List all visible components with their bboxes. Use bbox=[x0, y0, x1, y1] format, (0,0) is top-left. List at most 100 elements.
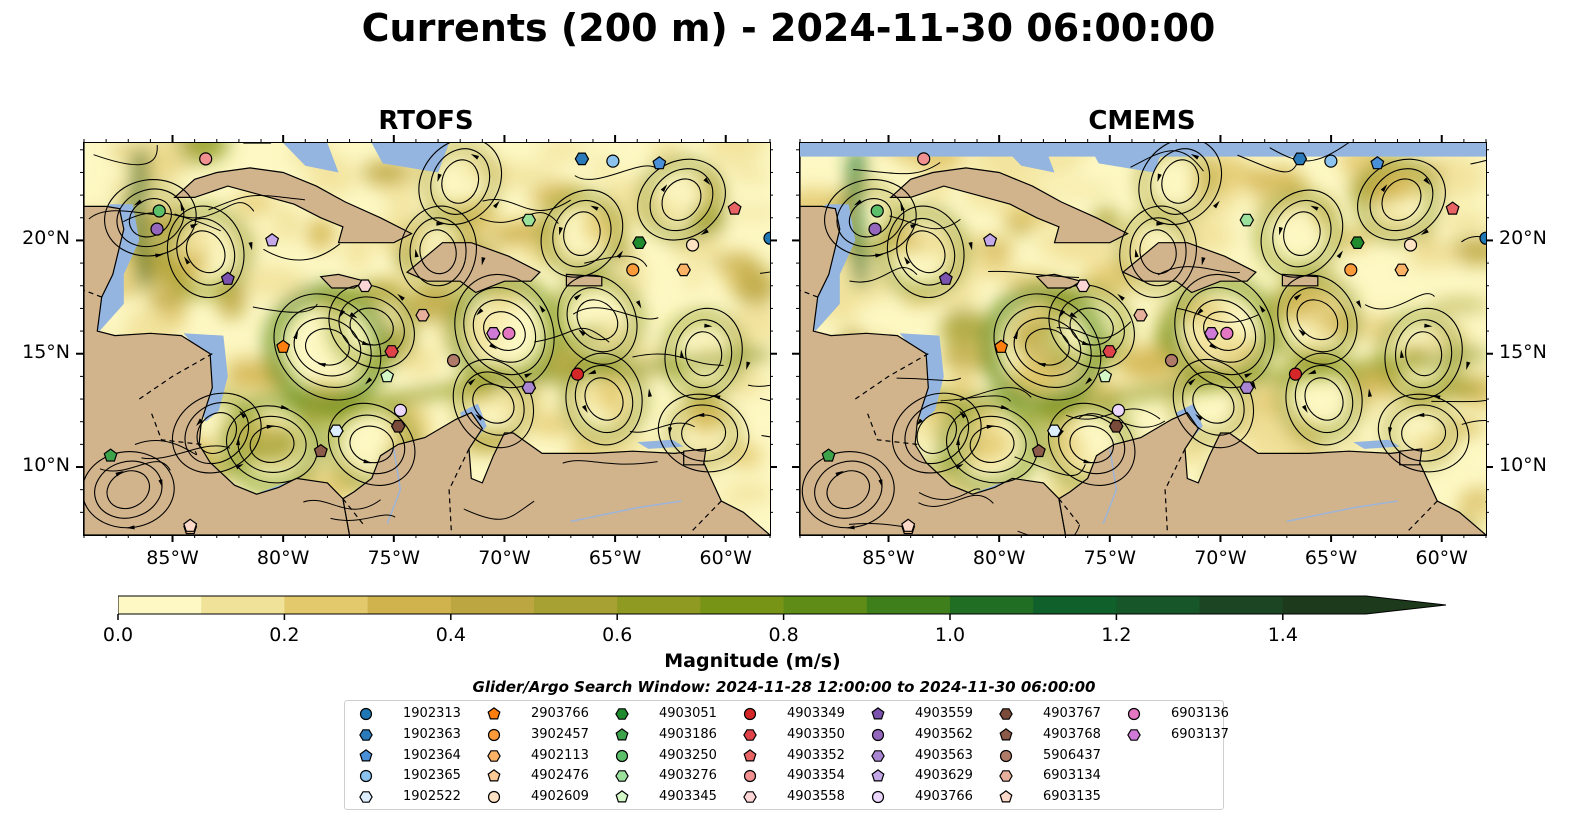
float-marker-4902113[interactable] bbox=[1394, 263, 1409, 277]
float-marker-4903559[interactable] bbox=[220, 271, 235, 285]
colorbar-tick-label: 1.0 bbox=[934, 624, 966, 646]
float-marker-4903558[interactable] bbox=[357, 279, 373, 293]
float-marker-4903186[interactable] bbox=[821, 448, 836, 462]
float-marker-4903766[interactable] bbox=[1111, 403, 1126, 417]
float-marker-1902365[interactable] bbox=[1324, 154, 1338, 168]
float-marker-4903051[interactable] bbox=[632, 236, 647, 250]
legend-marker-6903136[interactable] bbox=[1127, 707, 1141, 721]
float-marker-4903350[interactable] bbox=[1102, 345, 1117, 358]
map-panel-cmems[interactable] bbox=[799, 142, 1487, 536]
float-marker-4903051[interactable] bbox=[1350, 236, 1365, 250]
legend-marker-4903186[interactable] bbox=[615, 727, 629, 741]
legend-marker-4903345[interactable] bbox=[615, 790, 629, 803]
legend-marker-4903354[interactable] bbox=[743, 770, 757, 783]
float-marker-4903767[interactable] bbox=[390, 419, 406, 433]
colorbar-segment bbox=[1033, 596, 1117, 614]
legend-marker-4903563[interactable] bbox=[871, 749, 885, 762]
float-marker-6903135[interactable] bbox=[183, 518, 198, 532]
float-marker-6903137[interactable] bbox=[486, 327, 501, 340]
float-marker-1902364[interactable] bbox=[1370, 156, 1385, 170]
float-marker-5906437[interactable] bbox=[1164, 353, 1179, 368]
float-marker-4903563[interactable] bbox=[521, 381, 537, 394]
legend-marker-4903766[interactable] bbox=[871, 791, 885, 804]
float-marker-5906437[interactable] bbox=[446, 353, 461, 368]
legend-marker-4903051[interactable] bbox=[615, 708, 629, 720]
legend-marker-6903134[interactable] bbox=[999, 770, 1013, 783]
float-marker-4903186[interactable] bbox=[103, 448, 118, 462]
float-marker-4903354[interactable] bbox=[199, 152, 213, 166]
float-marker-4903563[interactable] bbox=[1239, 381, 1255, 394]
legend-marker-1902365[interactable] bbox=[359, 770, 373, 783]
float-marker-1902313[interactable] bbox=[1479, 231, 1486, 245]
float-marker-4903250[interactable] bbox=[870, 204, 884, 218]
legend-marker-4902113[interactable] bbox=[487, 749, 501, 762]
legend-marker-4903767[interactable] bbox=[999, 708, 1013, 720]
legend-marker-4902476[interactable] bbox=[487, 769, 501, 782]
float-marker-1902365[interactable] bbox=[606, 154, 620, 168]
float-marker-6903137[interactable] bbox=[1204, 327, 1219, 340]
float-marker-4903354[interactable] bbox=[917, 152, 931, 166]
float-marker-4903349[interactable] bbox=[570, 367, 585, 381]
float-marker-1902522[interactable] bbox=[329, 424, 344, 438]
float-marker-4903768[interactable] bbox=[313, 443, 328, 458]
float-marker-4902113[interactable] bbox=[676, 263, 691, 277]
float-marker-3902457[interactable] bbox=[1344, 263, 1358, 277]
legend-marker-6903137[interactable] bbox=[1127, 728, 1141, 741]
float-marker-4903276[interactable] bbox=[1239, 213, 1255, 227]
float-marker-6903134[interactable] bbox=[1133, 308, 1148, 322]
float-marker-2903766[interactable] bbox=[276, 339, 291, 353]
legend-marker-4903629[interactable] bbox=[871, 769, 885, 782]
float-marker-4902609[interactable] bbox=[685, 238, 700, 252]
float-marker-4903558[interactable] bbox=[1075, 279, 1091, 293]
float-marker-2903766[interactable] bbox=[994, 339, 1009, 353]
float-marker-4903559[interactable] bbox=[938, 271, 953, 285]
float-marker-4903276[interactable] bbox=[521, 213, 537, 227]
legend-marker-4903562[interactable] bbox=[871, 728, 885, 741]
float-marker-4903562[interactable] bbox=[150, 222, 164, 236]
legend-marker-4903558[interactable] bbox=[743, 791, 757, 803]
legend-marker-5906437[interactable] bbox=[999, 749, 1013, 762]
legend-marker-2903766[interactable] bbox=[487, 707, 501, 720]
float-marker-4903349[interactable] bbox=[1288, 367, 1303, 381]
float-marker-4903767[interactable] bbox=[1108, 419, 1124, 433]
legend-marker-1902313[interactable] bbox=[359, 707, 373, 721]
float-marker-4903345[interactable] bbox=[380, 369, 395, 383]
float-marker-3902457[interactable] bbox=[626, 263, 640, 277]
float-marker-4903629[interactable] bbox=[983, 233, 998, 247]
legend-marker-4903350[interactable] bbox=[743, 728, 757, 741]
legend-marker-1902522[interactable] bbox=[359, 791, 373, 803]
legend-marker-4903276[interactable] bbox=[615, 770, 629, 783]
float-marker-6903134[interactable] bbox=[415, 308, 430, 322]
legend-marker-4903559[interactable] bbox=[871, 707, 885, 720]
float-marker-4903562[interactable] bbox=[868, 222, 882, 236]
float-marker-4903345[interactable] bbox=[1098, 369, 1113, 383]
legend-marker-6903135[interactable] bbox=[999, 790, 1013, 803]
float-marker-4902609[interactable] bbox=[1403, 238, 1418, 252]
float-marker-4903352[interactable] bbox=[1445, 201, 1460, 215]
float-marker-4903629[interactable] bbox=[265, 233, 280, 247]
legend-marker-1902364[interactable] bbox=[359, 748, 373, 762]
float-marker-1902364[interactable] bbox=[652, 156, 667, 170]
float-marker-1902313[interactable] bbox=[763, 231, 770, 245]
legend-marker-4903250[interactable] bbox=[615, 749, 629, 762]
float-marker-4903250[interactable] bbox=[152, 204, 166, 218]
x-tick-label: 75°W bbox=[367, 547, 421, 569]
legend-marker-4902609[interactable] bbox=[487, 791, 501, 804]
map-panel-rtofs[interactable] bbox=[83, 142, 771, 536]
legend-marker-1902363[interactable] bbox=[359, 728, 373, 741]
legend-marker-4903768[interactable] bbox=[999, 727, 1013, 741]
float-marker-6903135[interactable] bbox=[901, 518, 916, 532]
float-marker-1902522[interactable] bbox=[1047, 424, 1062, 438]
legend-marker-4903349[interactable] bbox=[743, 707, 757, 721]
float-marker-6903136[interactable] bbox=[1220, 326, 1234, 340]
float-marker-4903766[interactable] bbox=[393, 403, 408, 417]
float-marker-1902363[interactable] bbox=[574, 152, 590, 166]
float-marker-6903136[interactable] bbox=[502, 326, 516, 340]
float-marker-4903352[interactable] bbox=[727, 201, 742, 215]
float-marker-1902363[interactable] bbox=[1292, 152, 1308, 166]
float-marker-4903768[interactable] bbox=[1031, 443, 1046, 458]
figure-title: Currents (200 m) - 2024-11-30 06:00:00 bbox=[361, 6, 1216, 50]
legend-marker-4903352[interactable] bbox=[743, 748, 757, 762]
legend-marker-3902457[interactable] bbox=[487, 728, 501, 741]
float-marker-4903350[interactable] bbox=[384, 345, 399, 358]
